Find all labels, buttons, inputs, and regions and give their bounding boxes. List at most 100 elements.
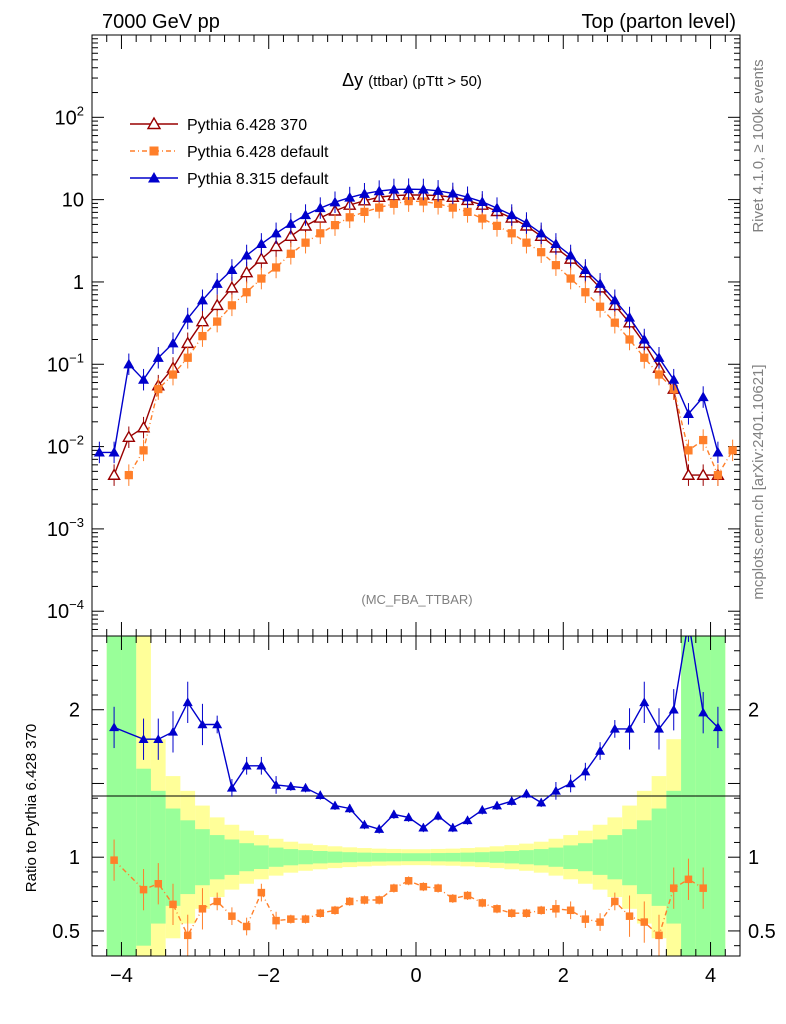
y-tick-label: 10−3	[47, 515, 84, 541]
data-point	[535, 227, 547, 238]
ratio-point	[375, 896, 383, 904]
ratio-point	[462, 815, 473, 825]
data-point	[388, 183, 400, 194]
plot-title-suffix: (ttbar) (pTtt > 50)	[368, 73, 482, 90]
data-point	[300, 209, 312, 220]
data-point	[419, 197, 428, 206]
data-point	[565, 249, 577, 260]
inner_green-band	[563, 845, 578, 869]
ratio-point	[242, 922, 251, 931]
ratio-point	[596, 918, 604, 926]
legend-marker	[148, 172, 160, 183]
ratio-point	[507, 909, 516, 917]
ratio-point	[478, 899, 487, 907]
legend-marker	[149, 146, 159, 156]
inner_green-band	[283, 849, 299, 866]
ratio-point	[654, 723, 664, 733]
ratio-y-tick-label-right: 1	[748, 847, 759, 869]
data-point	[316, 229, 325, 238]
inner_green-band	[136, 768, 151, 946]
ratio-point	[624, 723, 635, 733]
ratio-point	[388, 809, 399, 819]
data-point	[227, 301, 237, 310]
data-point	[108, 446, 120, 457]
ratio-point	[330, 800, 340, 810]
inner_green-band	[239, 843, 254, 872]
data-point	[478, 214, 487, 223]
header-right: Top (parton level)	[581, 11, 736, 33]
data-point	[579, 264, 591, 275]
x-tick-label: 0	[410, 965, 421, 987]
data-point	[124, 471, 133, 480]
ratio-point	[712, 722, 723, 732]
ratio-point	[477, 805, 488, 814]
data-point	[107, 468, 121, 480]
data-point	[344, 192, 356, 202]
mcplots-label: mcplots.cern.ch [arXiv:2401.10621]	[750, 364, 767, 599]
ratio-point	[699, 884, 707, 892]
data-point	[136, 420, 151, 433]
data-point	[239, 265, 254, 278]
ratio-point	[360, 896, 369, 904]
data-point	[595, 302, 605, 311]
data-point	[198, 331, 207, 341]
data-point	[610, 318, 619, 327]
data-point	[284, 229, 298, 241]
ratio-point	[698, 707, 709, 717]
x-tick-label: −4	[110, 965, 133, 987]
y-tick-label: 10	[62, 190, 84, 212]
data-point	[654, 370, 664, 379]
inner_green-band	[150, 790, 166, 924]
inner_green-band	[386, 853, 402, 862]
y-tick-label: 10−4	[47, 597, 84, 623]
data-point	[269, 239, 283, 252]
ratio-point	[449, 894, 457, 903]
data-point	[550, 238, 562, 249]
data-point	[681, 468, 696, 480]
data-point	[403, 183, 415, 194]
data-point	[360, 207, 369, 217]
inner_green-band	[121, 636, 137, 956]
inner_green-band	[165, 808, 181, 906]
data-point	[581, 288, 590, 297]
ratio-point	[315, 790, 326, 800]
y-tick-label: 102	[55, 103, 84, 129]
ratio-point	[226, 782, 237, 792]
y-tick-label: 1	[73, 272, 84, 294]
ratio-y-tick-label-right: 2	[748, 700, 759, 722]
data-point	[506, 209, 518, 220]
data-point	[638, 333, 650, 344]
ratio-y-tick-label-right: 0.5	[748, 921, 776, 943]
ratio-series-0	[110, 839, 707, 956]
data-point	[491, 202, 503, 213]
data-point	[462, 191, 474, 202]
data-point	[699, 435, 708, 445]
inner_green-band	[533, 849, 549, 866]
ratio-point	[537, 906, 545, 915]
ratio-point	[418, 822, 429, 832]
inner_green-band	[651, 808, 667, 906]
inner_green-band	[710, 636, 726, 956]
ratio-point	[581, 915, 590, 923]
ratio-point	[138, 734, 149, 743]
x-tick-label: −2	[257, 965, 280, 987]
data-point	[713, 471, 723, 480]
inner_green-band	[548, 847, 564, 867]
data-point	[183, 353, 192, 362]
inner_green-band	[298, 850, 313, 865]
data-point	[330, 221, 340, 230]
ratio-point	[212, 719, 223, 729]
data-point	[182, 312, 194, 323]
inner_green-band	[489, 851, 505, 863]
y-tick-exponent: −4	[69, 597, 84, 612]
ratio-point	[609, 723, 620, 733]
x-tick-label: 2	[558, 965, 569, 987]
ratio-point	[228, 912, 236, 920]
ratio-point	[595, 746, 606, 755]
ratio-point	[565, 778, 576, 788]
data-point	[476, 196, 488, 206]
ratio-point	[331, 906, 339, 915]
ratio-point	[419, 882, 428, 891]
data-point	[271, 263, 281, 272]
ratio-plot-panel: 0.5 0.5 1 1 2 2 −4 −2 0 2 4 Ratio to Pythia 6.428 …	[23, 635, 776, 987]
